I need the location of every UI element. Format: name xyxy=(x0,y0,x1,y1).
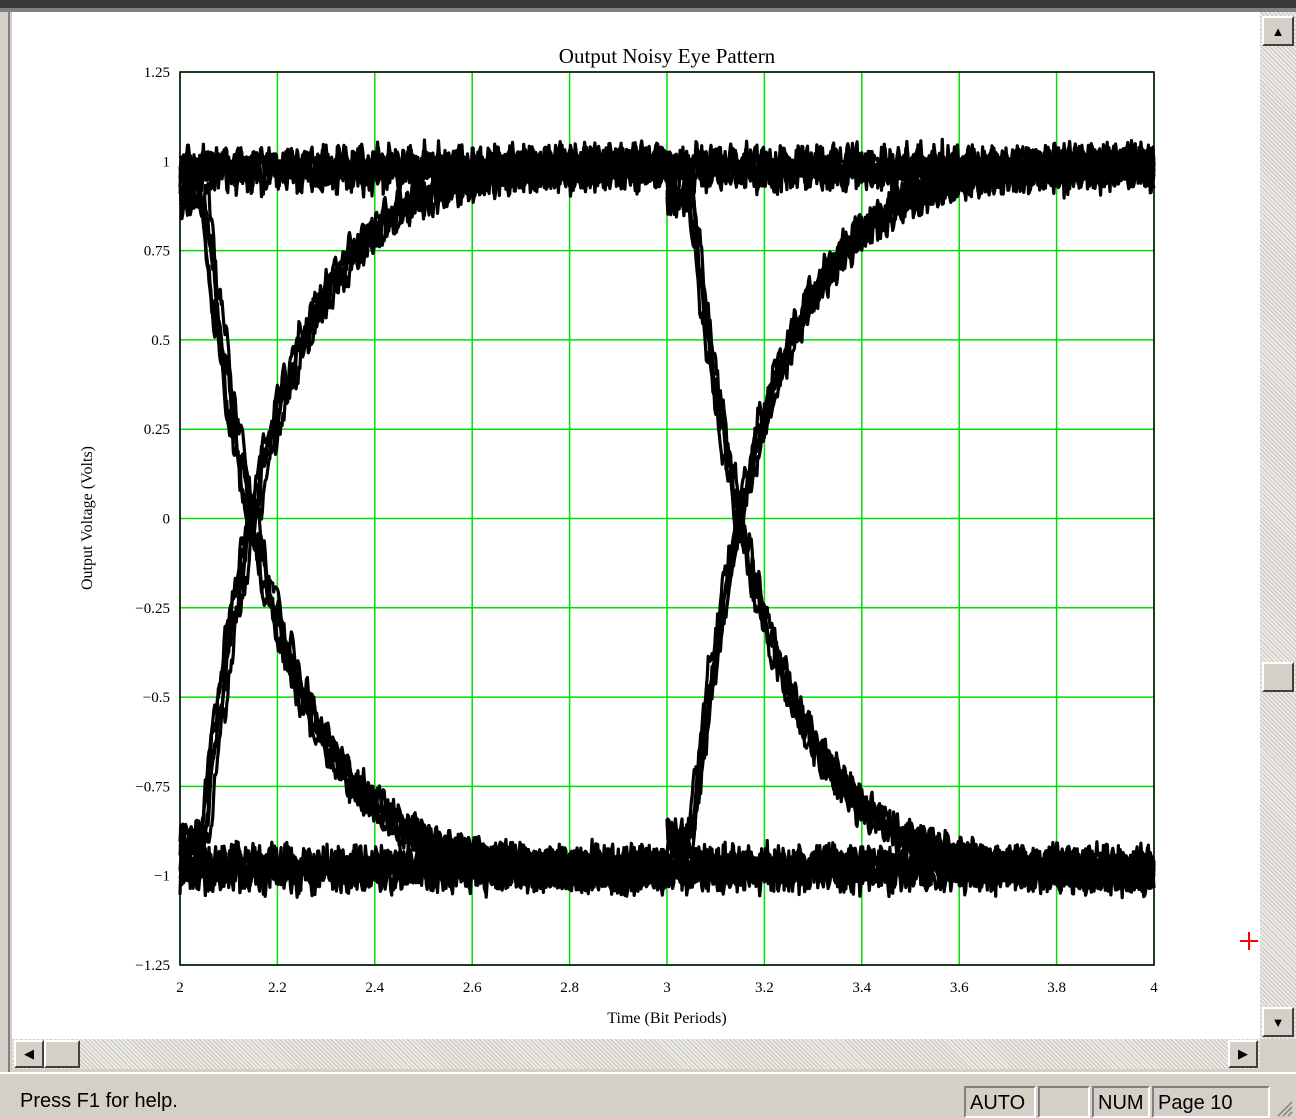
y-tick-label: 0.25 xyxy=(144,422,170,438)
red-crosshair-cursor-icon xyxy=(1240,932,1258,950)
x-tick-label: 3 xyxy=(663,980,671,996)
status-panel-page: Page 10 xyxy=(1152,1086,1270,1118)
window-top-border xyxy=(0,0,1296,8)
x-tick-label: 3.6 xyxy=(950,980,969,996)
falling-transition-trace xyxy=(178,176,669,898)
y-axis-ticks: 1.25 1 0.75 0.5 0.25 0 −0.25 −0.5 −0.75 −1 −1.25 xyxy=(135,65,170,974)
resize-grip-icon[interactable] xyxy=(1274,1098,1294,1118)
status-panel-empty xyxy=(1038,1086,1090,1118)
y-axis-label: Output Voltage (Volts) xyxy=(79,446,96,590)
window-top-border-inner xyxy=(0,8,1296,12)
chart-title: Output Noisy Eye Pattern xyxy=(559,44,776,68)
x-tick-label: 4 xyxy=(1150,980,1158,996)
rising-transition-trace xyxy=(178,139,669,856)
arrow-left-icon: ◀ xyxy=(24,1046,34,1061)
scroll-right-button[interactable]: ▶ xyxy=(1228,1040,1258,1068)
x-tick-label: 3.8 xyxy=(1047,980,1066,996)
x-tick-label: 2.6 xyxy=(463,980,482,996)
rising-transition-trace xyxy=(665,138,1156,856)
document-view: 2 2.2 2.4 2.6 2.8 3 3.2 3.4 3.6 3.8 4 1.25 1 0.75 0.5… xyxy=(12,12,1260,1039)
falling-transition-trace xyxy=(178,179,669,898)
chart-traces xyxy=(178,137,1156,900)
vertical-scrollbar[interactable]: ▲ ▼ xyxy=(1260,12,1296,1039)
x-axis-label: Time (Bit Periods) xyxy=(607,1010,726,1027)
status-panel-num: NUM xyxy=(1092,1086,1150,1118)
scroll-down-button[interactable]: ▼ xyxy=(1262,1007,1294,1037)
window-left-border xyxy=(0,12,10,1072)
y-tick-label: 1.25 xyxy=(144,65,170,81)
y-tick-label: −0.25 xyxy=(135,601,170,617)
y-tick-label: 0 xyxy=(163,512,171,528)
y-tick-label: 0.5 xyxy=(151,333,170,349)
eye-pattern-chart: 2 2.2 2.4 2.6 2.8 3 3.2 3.4 3.6 3.8 4 1.25 1 0.75 0.5… xyxy=(79,44,1158,1027)
status-help-text: Press F1 for help. xyxy=(20,1090,178,1112)
status-bar: Press F1 for help. AUTO NUM Page 10 xyxy=(0,1072,1296,1119)
arrow-up-icon: ▲ xyxy=(1271,23,1285,39)
y-tick-label: −0.5 xyxy=(143,690,170,706)
status-panel-auto: AUTO xyxy=(964,1086,1036,1118)
y-tick-label: −1.25 xyxy=(135,958,170,974)
x-tick-label: 2.2 xyxy=(268,980,287,996)
x-tick-label: 3.4 xyxy=(852,980,871,996)
horizontal-scrollbar[interactable]: ◀ ▶ xyxy=(12,1039,1260,1069)
horizontal-scroll-thumb[interactable] xyxy=(44,1040,80,1068)
x-tick-label: 2 xyxy=(176,980,184,996)
arrow-right-icon: ▶ xyxy=(1238,1046,1248,1061)
y-tick-label: −1 xyxy=(154,869,170,885)
plot-area-frame xyxy=(179,71,1155,966)
falling-transition-trace xyxy=(665,180,1156,893)
x-tick-label: 2.8 xyxy=(560,980,579,996)
x-tick-label: 2.4 xyxy=(365,980,384,996)
y-tick-label: 0.75 xyxy=(144,244,170,260)
x-tick-label: 3.2 xyxy=(755,980,774,996)
scrollbar-corner xyxy=(1260,1039,1296,1069)
rising-transition-trace xyxy=(178,141,669,859)
scroll-left-button[interactable]: ◀ xyxy=(14,1040,44,1068)
x-axis-ticks: 2 2.2 2.4 2.6 2.8 3 3.2 3.4 3.6 3.8 4 xyxy=(176,980,1158,996)
y-tick-label: −0.75 xyxy=(135,779,170,795)
arrow-down-icon: ▼ xyxy=(1271,1014,1285,1030)
rising-transition-trace xyxy=(665,143,1156,859)
vertical-scroll-thumb[interactable] xyxy=(1262,662,1294,692)
scroll-up-button[interactable]: ▲ xyxy=(1262,16,1294,46)
y-tick-label: 1 xyxy=(163,154,171,170)
